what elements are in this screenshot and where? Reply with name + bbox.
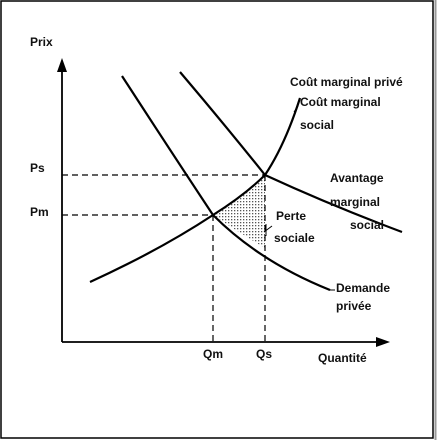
x-axis-arrow: [376, 337, 390, 347]
private-demand-curve: [121, 75, 331, 292]
y-axis-arrow: [57, 58, 67, 72]
cost-social-pointer: [293, 105, 299, 113]
marginal-cost-curve: [89, 97, 302, 284]
price-label: Ps: [30, 161, 45, 175]
curve-label: social: [300, 118, 334, 132]
loss-pointer: [263, 224, 273, 236]
x-axis-label: Quantité: [318, 351, 367, 365]
quantity-label: Qm: [203, 347, 223, 361]
y-axis-label: Prix: [30, 35, 53, 49]
curve-label: Coût marginal privé: [290, 75, 403, 89]
curve-label: Demande: [336, 281, 390, 295]
curve-label: privée: [336, 299, 372, 313]
curve-label: marginal: [330, 195, 380, 209]
loss-label: Perte: [276, 209, 306, 223]
social-benefit-curve: [179, 71, 403, 234]
price-label: Pm: [30, 205, 49, 219]
deadweight-loss-area: [213, 175, 265, 248]
curve-label: social: [350, 218, 384, 232]
curve-label: Coût marginal: [300, 95, 381, 109]
curve-label: Avantage: [330, 171, 384, 185]
quantity-label: Qs: [256, 347, 272, 361]
loss-label: sociale: [274, 231, 315, 245]
